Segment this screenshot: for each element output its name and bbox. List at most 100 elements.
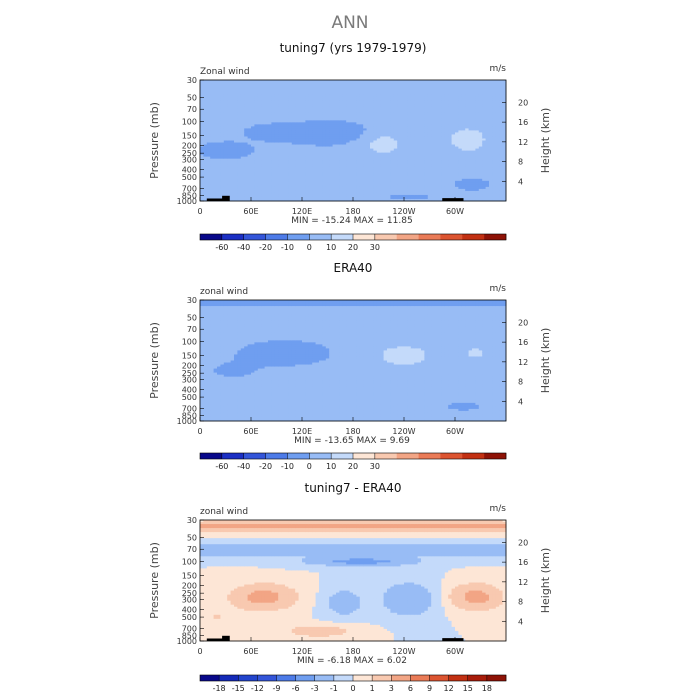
- field-cell: [203, 82, 208, 85]
- field-cell: [322, 182, 327, 186]
- field-cell: [319, 112, 323, 115]
- field-cell: [223, 140, 228, 143]
- field-cell: [220, 134, 225, 137]
- field-cell: [244, 150, 248, 153]
- field-cell: [315, 168, 320, 172]
- field-cell: [234, 136, 238, 139]
- field-cell: [274, 176, 279, 180]
- field-cell: [264, 116, 269, 119]
- field-cell: [315, 136, 320, 139]
- field-cell: [220, 154, 225, 158]
- field-cell: [363, 84, 367, 87]
- field-cell: [288, 80, 293, 83]
- field-cell: [240, 118, 245, 121]
- field-cell: [220, 120, 225, 123]
- field-cell: [268, 80, 272, 83]
- field-cell: [217, 156, 221, 160]
- field-cell: [271, 84, 276, 87]
- field-cell: [264, 154, 269, 158]
- field-cell: [200, 100, 204, 103]
- field-cell: [217, 196, 221, 200]
- field-cell: [356, 166, 361, 170]
- field-cell: [302, 86, 306, 89]
- field-cell: [271, 146, 276, 149]
- field-cell: [278, 186, 282, 190]
- field-cell: [346, 102, 350, 105]
- field-cell: [206, 92, 211, 95]
- field-cell: [244, 144, 248, 147]
- field-cell: [312, 114, 316, 117]
- field-cell: [213, 160, 218, 164]
- field-cell: [356, 194, 361, 198]
- field-cell: [366, 186, 371, 190]
- field-cell: [302, 180, 306, 184]
- field-cell: [237, 154, 242, 158]
- field-cell: [325, 86, 330, 89]
- field-cell: [322, 166, 327, 170]
- field-cell: [363, 102, 367, 105]
- field-cell: [295, 92, 299, 95]
- field-cell: [291, 158, 296, 162]
- field-cell: [244, 98, 248, 101]
- field-cell: [363, 156, 367, 160]
- field-cell: [264, 114, 269, 117]
- field-cell: [220, 122, 225, 125]
- field-cell: [332, 88, 337, 91]
- field-cell: [322, 90, 327, 93]
- field-cell: [329, 154, 333, 158]
- field-cell: [285, 176, 289, 180]
- field-cell: [223, 150, 228, 153]
- field-cell: [278, 100, 282, 103]
- field-cell: [247, 82, 252, 85]
- field-cell: [308, 190, 313, 194]
- field-cell: [319, 106, 323, 109]
- field-cell: [373, 96, 378, 99]
- field-cell: [322, 186, 327, 190]
- field-cell: [315, 148, 320, 151]
- field-cell: [278, 174, 282, 178]
- field-cell: [349, 144, 354, 147]
- field-cell: [370, 90, 374, 93]
- field-cell: [353, 128, 357, 131]
- field-cell: [291, 94, 296, 97]
- field-cell: [251, 168, 255, 172]
- field-cell: [329, 128, 333, 131]
- field-cell: [264, 174, 269, 178]
- field-cell: [346, 134, 350, 137]
- field-cell: [298, 94, 303, 97]
- field-cell: [268, 172, 272, 176]
- field-cell: [227, 90, 231, 93]
- field-cell: [288, 140, 293, 143]
- field-cell: [268, 128, 272, 131]
- field-cell: [339, 92, 344, 95]
- field-cell: [251, 142, 255, 145]
- field-cell: [359, 182, 364, 186]
- field-cell: [234, 198, 238, 202]
- field-cell: [288, 188, 293, 192]
- field-cell: [227, 102, 231, 105]
- field-cell: [237, 156, 242, 160]
- field-cell: [329, 184, 333, 188]
- field-cell: [274, 116, 279, 119]
- field-cell: [237, 160, 242, 164]
- field-cell: [254, 154, 259, 158]
- field-cell: [261, 160, 265, 164]
- field-cell: [291, 166, 296, 170]
- field-cell: [295, 184, 299, 188]
- field-cell: [325, 142, 330, 145]
- field-cell: [206, 114, 211, 117]
- field-cell: [308, 156, 313, 160]
- field-cell: [295, 168, 299, 172]
- field-cell: [339, 172, 344, 176]
- field-cell: [247, 130, 252, 133]
- field-cell: [363, 94, 367, 97]
- field-cell: [247, 120, 252, 123]
- field-cell: [322, 162, 327, 166]
- field-cell: [210, 144, 214, 147]
- field-cell: [291, 130, 296, 133]
- field-cell: [295, 114, 299, 117]
- field-cell: [206, 120, 211, 123]
- field-cell: [363, 118, 367, 121]
- field-cell: [268, 178, 272, 182]
- field-cell: [356, 192, 361, 196]
